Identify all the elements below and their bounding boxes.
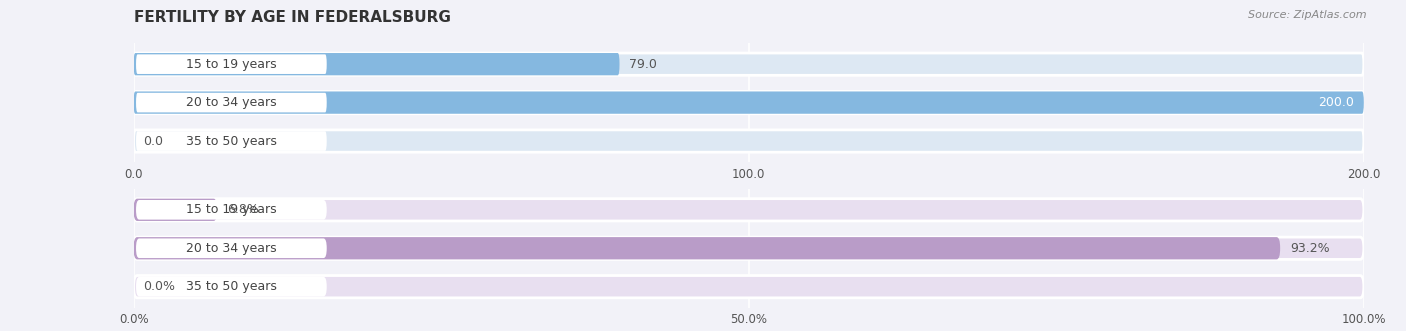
FancyBboxPatch shape xyxy=(136,277,326,297)
FancyBboxPatch shape xyxy=(134,91,1364,114)
Text: FERTILITY BY AGE IN FEDERALSBURG: FERTILITY BY AGE IN FEDERALSBURG xyxy=(134,10,450,25)
Text: 35 to 50 years: 35 to 50 years xyxy=(186,134,277,148)
FancyBboxPatch shape xyxy=(134,199,217,221)
FancyBboxPatch shape xyxy=(136,238,326,258)
Text: 79.0: 79.0 xyxy=(630,58,657,71)
Text: 20 to 34 years: 20 to 34 years xyxy=(186,242,277,255)
FancyBboxPatch shape xyxy=(134,53,620,75)
FancyBboxPatch shape xyxy=(134,53,1364,75)
Text: 15 to 19 years: 15 to 19 years xyxy=(186,58,277,71)
Text: 93.2%: 93.2% xyxy=(1291,242,1330,255)
Text: Source: ZipAtlas.com: Source: ZipAtlas.com xyxy=(1249,10,1367,20)
Text: 35 to 50 years: 35 to 50 years xyxy=(186,280,277,293)
FancyBboxPatch shape xyxy=(134,275,1364,298)
Text: 0.0%: 0.0% xyxy=(143,280,176,293)
FancyBboxPatch shape xyxy=(136,93,326,113)
FancyBboxPatch shape xyxy=(134,237,1364,260)
Text: 15 to 19 years: 15 to 19 years xyxy=(186,203,277,216)
Text: 20 to 34 years: 20 to 34 years xyxy=(186,96,277,109)
FancyBboxPatch shape xyxy=(136,54,326,74)
FancyBboxPatch shape xyxy=(136,131,326,151)
FancyBboxPatch shape xyxy=(134,199,1364,221)
FancyBboxPatch shape xyxy=(134,91,1364,114)
FancyBboxPatch shape xyxy=(134,130,1364,152)
Text: 0.0: 0.0 xyxy=(143,134,163,148)
Text: 200.0: 200.0 xyxy=(1317,96,1354,109)
Text: 6.8%: 6.8% xyxy=(228,203,259,216)
FancyBboxPatch shape xyxy=(136,200,326,220)
FancyBboxPatch shape xyxy=(134,237,1281,260)
